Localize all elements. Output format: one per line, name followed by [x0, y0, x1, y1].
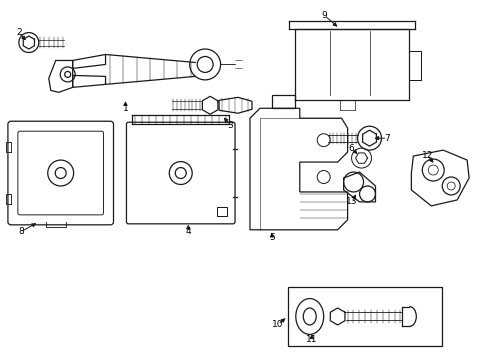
Text: 1: 1	[122, 104, 128, 113]
Text: 9: 9	[322, 11, 328, 20]
Text: 4: 4	[185, 227, 191, 236]
Text: 7: 7	[385, 134, 391, 143]
Text: 3: 3	[227, 121, 233, 130]
Bar	[217, 207, 227, 216]
Text: 13: 13	[346, 197, 357, 206]
Bar	[288, 287, 442, 346]
Text: 11: 11	[306, 335, 318, 344]
Text: 6: 6	[349, 144, 354, 153]
Text: 2: 2	[16, 28, 22, 37]
Text: 5: 5	[269, 233, 275, 242]
Text: 12: 12	[421, 150, 433, 159]
Text: 10: 10	[272, 320, 284, 329]
Text: 8: 8	[18, 227, 24, 236]
